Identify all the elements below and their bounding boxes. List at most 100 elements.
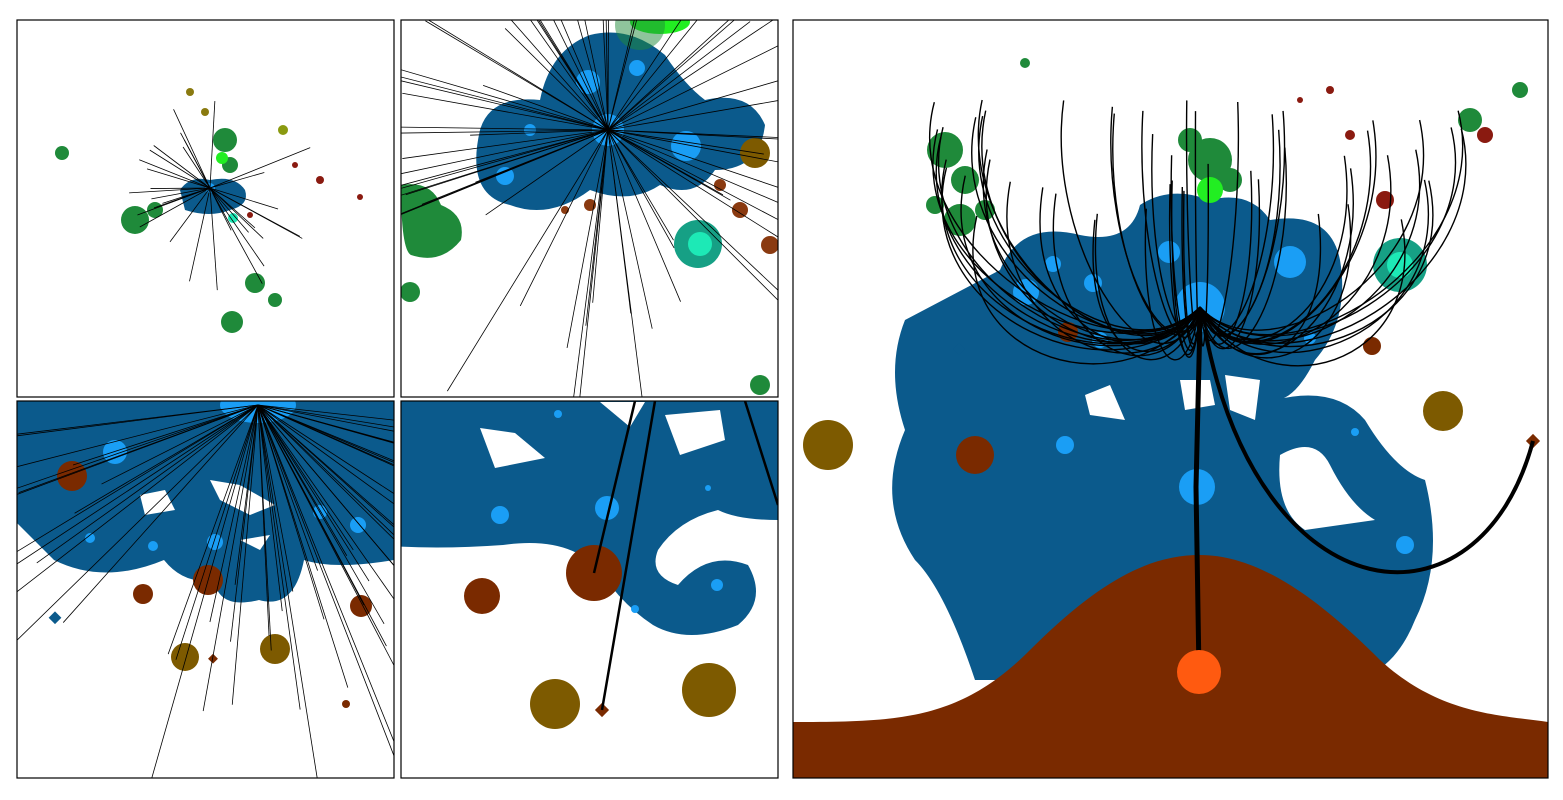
edge xyxy=(257,404,394,444)
edge xyxy=(209,187,303,239)
zoom-panel xyxy=(401,401,778,729)
node xyxy=(530,679,580,729)
edge xyxy=(257,404,394,667)
edge xyxy=(1199,119,1425,331)
edge xyxy=(257,404,283,612)
edge xyxy=(607,129,653,329)
edge xyxy=(607,129,778,291)
edge xyxy=(607,100,778,131)
edge xyxy=(607,129,778,301)
edge xyxy=(1039,187,1201,345)
edge xyxy=(1199,110,1464,336)
edge xyxy=(607,20,698,131)
edge xyxy=(560,20,609,131)
node xyxy=(48,611,62,625)
edge xyxy=(566,129,609,349)
edge xyxy=(1199,147,1287,349)
edge xyxy=(230,404,259,642)
edge xyxy=(17,404,259,489)
edge xyxy=(607,129,778,203)
edge xyxy=(257,404,394,567)
edge xyxy=(150,187,211,189)
edge xyxy=(169,187,211,243)
edge xyxy=(402,92,609,131)
edge xyxy=(446,129,609,392)
edge xyxy=(402,129,609,159)
edge xyxy=(1199,213,1321,356)
node xyxy=(1197,177,1223,203)
edge xyxy=(1199,127,1457,337)
edge xyxy=(553,20,609,131)
edge xyxy=(1199,179,1430,354)
edge xyxy=(257,404,301,710)
overview-panel xyxy=(55,88,363,333)
red-dots xyxy=(1297,86,1493,209)
edge xyxy=(182,146,211,189)
edge xyxy=(209,187,264,239)
edge xyxy=(209,101,216,189)
edge xyxy=(485,129,609,216)
edge xyxy=(607,21,751,131)
edge xyxy=(584,20,609,131)
edge xyxy=(510,20,609,131)
edge xyxy=(607,129,764,155)
edge xyxy=(1199,114,1275,334)
edge xyxy=(257,404,394,463)
edge xyxy=(257,404,394,540)
edge xyxy=(971,117,1201,333)
edge xyxy=(189,187,211,282)
edge xyxy=(257,404,394,743)
edge xyxy=(602,20,609,131)
edge xyxy=(607,80,778,131)
edge xyxy=(401,129,609,134)
edge xyxy=(607,20,735,131)
edges xyxy=(592,401,778,711)
edge xyxy=(151,404,259,778)
edge xyxy=(162,187,211,204)
edge xyxy=(401,129,609,189)
edge xyxy=(1151,134,1201,333)
edge xyxy=(536,20,609,131)
edge xyxy=(401,129,609,175)
edge xyxy=(607,20,730,131)
edge xyxy=(209,404,259,623)
node xyxy=(260,634,290,664)
edge xyxy=(257,404,354,551)
edge xyxy=(928,102,1201,332)
edge xyxy=(257,404,394,462)
edge xyxy=(209,172,265,189)
zoom-panel xyxy=(17,401,394,778)
edge xyxy=(577,20,609,131)
edges xyxy=(401,20,778,397)
edge xyxy=(17,404,259,593)
edge xyxy=(607,20,774,131)
edge xyxy=(401,129,609,196)
node xyxy=(953,343,965,355)
edge xyxy=(538,20,609,131)
edge xyxy=(257,404,318,571)
edge xyxy=(173,109,211,189)
edge xyxy=(257,404,394,600)
edge xyxy=(607,20,609,131)
edge xyxy=(607,129,778,238)
hole xyxy=(1085,375,1375,530)
edge xyxy=(231,404,259,705)
edge xyxy=(1193,319,1203,673)
edge xyxy=(257,404,394,757)
edge xyxy=(17,404,259,565)
node xyxy=(956,436,994,474)
edge xyxy=(1092,219,1201,353)
edge xyxy=(146,168,211,189)
edge xyxy=(234,404,259,585)
edge xyxy=(257,404,272,651)
edge xyxy=(257,404,394,528)
node xyxy=(1177,650,1221,694)
edge xyxy=(209,187,279,210)
edge xyxy=(607,129,675,249)
node xyxy=(401,282,420,302)
edges xyxy=(17,404,394,778)
edge xyxy=(605,20,609,131)
edge xyxy=(607,129,778,188)
edge xyxy=(401,129,609,186)
